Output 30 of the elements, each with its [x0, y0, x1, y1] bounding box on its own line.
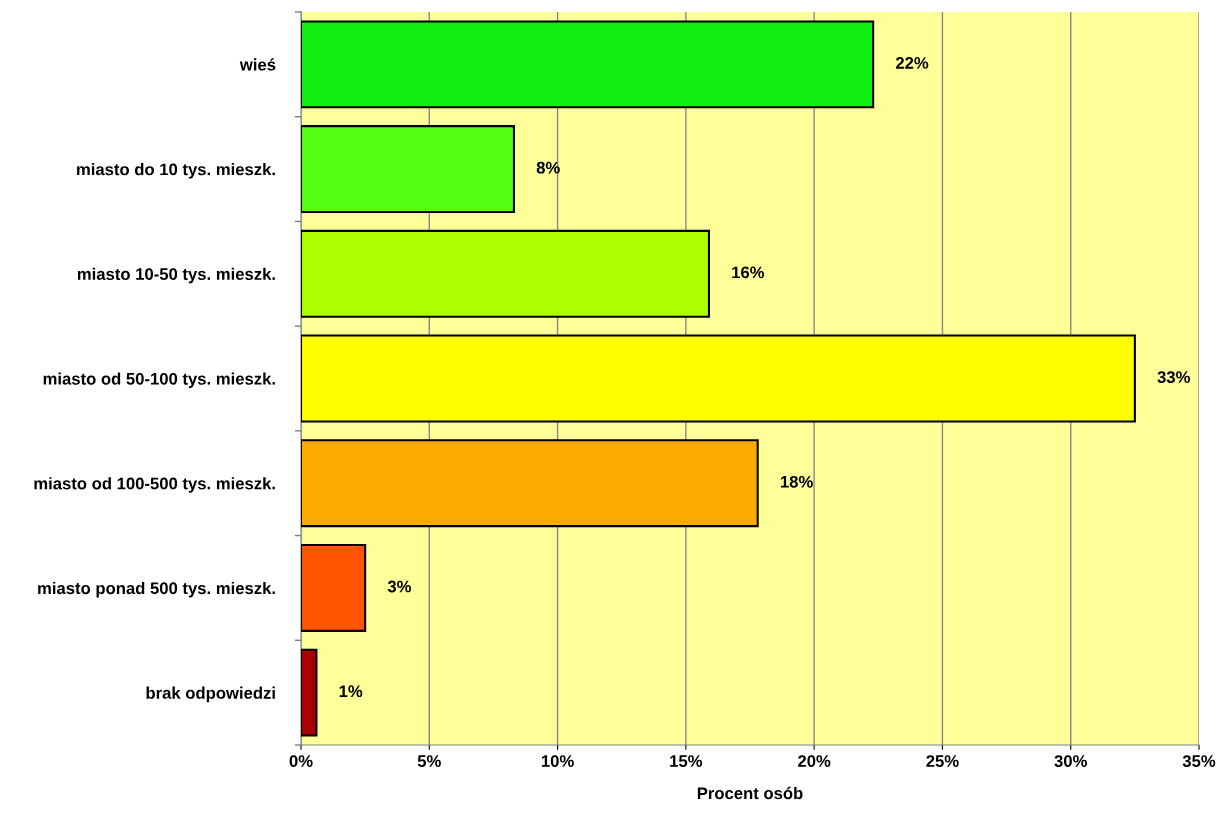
bar	[301, 334, 1136, 423]
bar	[301, 125, 515, 214]
data-label: 8%	[536, 161, 560, 174]
data-label: 3%	[387, 580, 412, 593]
bar	[301, 543, 367, 632]
y-tick-label: miasto od 50-100 tys. mieszk.	[43, 372, 275, 388]
data-label: 1%	[339, 685, 363, 698]
y-tick-label: miasto do 10 tys. mieszk.	[77, 163, 275, 179]
x-tick-label: 35%	[1182, 755, 1216, 767]
data-label: 22%	[895, 57, 929, 69]
y-tick-label: brak odpowiedzi	[146, 686, 275, 703]
bar	[301, 648, 318, 737]
x-tick-label: 10%	[541, 755, 574, 767]
x-tick-label: 5%	[417, 755, 441, 767]
x-axis-title: Procent osób	[697, 786, 803, 800]
y-tick-label: wieś	[239, 58, 276, 71]
data-label: 33%	[1157, 371, 1190, 383]
y-tick-label: miasto 10-50 tys. mieszk.	[77, 267, 275, 284]
x-tick-label: 20%	[798, 755, 831, 767]
y-tick-label: miasto ponad 500 tys. mieszk.	[38, 581, 275, 598]
bar	[301, 20, 875, 109]
x-tick-label: 15%	[670, 755, 703, 767]
bar	[301, 229, 710, 318]
x-tick-label: 0%	[289, 755, 313, 767]
x-tick-label: 30%	[1054, 755, 1087, 767]
bar	[301, 439, 759, 528]
data-label: 18%	[780, 475, 813, 488]
y-tick-label: miasto od 100-500 tys. mieszk.	[34, 477, 275, 493]
data-label: 16%	[732, 266, 765, 279]
x-tick-label: 25%	[926, 755, 959, 767]
